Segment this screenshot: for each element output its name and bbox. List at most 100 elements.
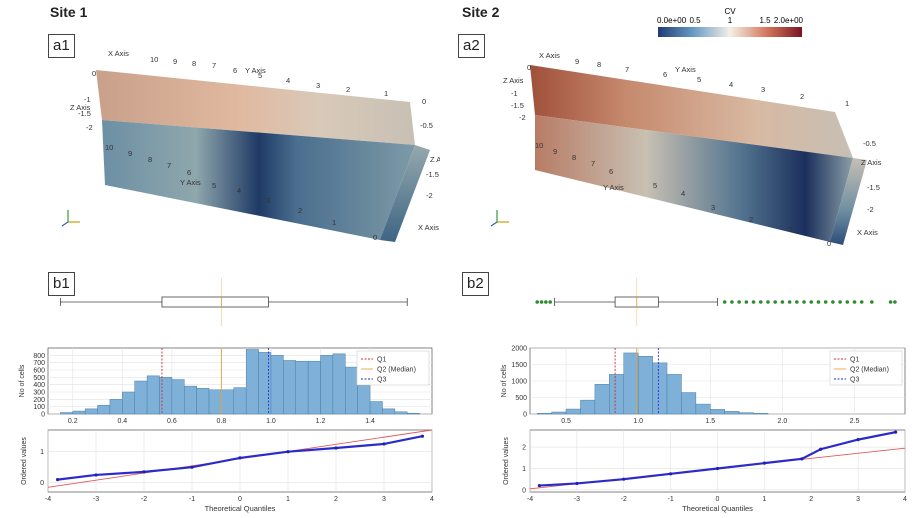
y-axis-label-bottom: Y Axis <box>180 178 201 187</box>
outlier-point <box>893 300 897 304</box>
orientation-axes-icon <box>61 210 80 227</box>
legend-label-q3: Q3 <box>850 377 859 384</box>
x-tick-label: 0 <box>238 496 242 503</box>
histogram-bar <box>258 352 272 415</box>
x-tick-label: 0.4 <box>117 418 127 425</box>
ordered-value-point <box>800 457 804 461</box>
y-tick-label: 0 <box>523 412 527 419</box>
tick: 3 <box>316 81 320 90</box>
z-axis-label-right: Z Axis <box>430 155 440 164</box>
outlier-point <box>823 300 828 304</box>
histogram-bar <box>738 412 754 415</box>
tick: 7 <box>591 159 595 168</box>
panel-label-b2: b2 <box>462 272 489 296</box>
x-tick-label: 2.0 <box>778 418 788 425</box>
x-axis-label: Theoretical Quantiles <box>205 504 276 513</box>
histogram-bar <box>666 374 682 415</box>
x-tick-label: 0.5 <box>561 418 571 425</box>
histogram-bar <box>184 385 197 415</box>
y-axis-label-bottom: Y Axis <box>603 183 624 192</box>
x-tick-label: -3 <box>574 496 580 503</box>
y-tick-label: 2 <box>522 445 526 452</box>
legend-label-q3: Q3 <box>377 377 386 384</box>
tick: -2 <box>867 205 874 214</box>
tick: 5 <box>258 71 262 80</box>
histogram-bar <box>270 355 284 415</box>
tick: 7 <box>625 65 629 74</box>
tick: 9 <box>128 149 132 158</box>
outlier-point <box>888 300 893 304</box>
volume-front-face <box>535 115 853 242</box>
outlier-point <box>795 300 799 304</box>
z-axis-label-right: Z Axis <box>861 158 882 167</box>
tick: 1 <box>384 89 388 98</box>
histogram-bar <box>551 411 567 415</box>
tick: 8 <box>148 155 152 164</box>
histogram-bar <box>60 412 74 415</box>
panel-label-b1: b1 <box>48 272 75 296</box>
x-tick-label: 1.0 <box>633 418 643 425</box>
x-tick-label: 3 <box>856 496 860 503</box>
x-axis-label-right: X Axis <box>857 228 878 237</box>
tick: 9 <box>173 57 177 66</box>
histogram-bar <box>332 353 346 415</box>
tick: 8 <box>572 153 576 162</box>
x-tick-label: -2 <box>621 496 627 503</box>
x-tick-label: -3 <box>93 496 99 503</box>
y-tick-label: 0 <box>522 487 526 494</box>
outlier-point <box>816 300 821 304</box>
histogram-site2: 0 500 1000 1500 2000 0.5 1.0 1.5 2.0 2.5 Q1 Q2 (Med… <box>501 346 906 425</box>
tick: 0 <box>92 69 96 78</box>
volume-side-face <box>830 158 867 245</box>
y-tick-label: 100 <box>33 404 45 411</box>
y-tick-label: 500 <box>33 375 45 382</box>
histogram-bar <box>245 349 259 415</box>
outlier-point <box>766 300 770 304</box>
outlier-point <box>773 300 777 304</box>
ordered-value-point <box>856 438 860 442</box>
histogram-bar <box>97 404 111 415</box>
outlier-point <box>535 300 540 304</box>
tick: -2 <box>86 123 93 132</box>
histogram-bar <box>695 403 711 415</box>
histogram-bar <box>233 387 247 415</box>
histogram-bar <box>710 409 725 415</box>
x-tick-label: 0.2 <box>68 418 78 425</box>
boxplot-site2 <box>535 278 897 326</box>
tick: 0 <box>422 97 426 106</box>
colorbar-title: CV <box>724 7 736 16</box>
x-tick-label: -4 <box>527 496 533 503</box>
ordered-value-point <box>715 466 720 471</box>
x-tick-label: 3 <box>382 496 386 503</box>
tick: 2 <box>749 215 753 224</box>
volume-site1: X Axis Y Axis Z Axis Z Axis Y Axis X Axi… <box>61 50 440 242</box>
y-tick-label: 0 <box>40 480 44 487</box>
x-axis-label: Theoretical Quantiles <box>682 504 753 513</box>
y-axis-label: Ordered values <box>21 437 28 485</box>
x-tick-label: -4 <box>45 496 51 503</box>
histogram-bar <box>753 413 769 415</box>
tick: 2 <box>800 92 804 101</box>
histogram-bar <box>394 411 408 415</box>
x-tick-label: 1 <box>286 496 290 503</box>
z-axis-label-left: Z Axis <box>503 76 524 85</box>
histogram-bar <box>724 411 740 415</box>
ordered-value-point <box>238 456 242 460</box>
histogram-bar <box>72 410 86 415</box>
cv-colorbar: CV 0.0e+00 0.5 1 1.5 2.0e+00 <box>655 6 805 48</box>
colorbar-tick-4: 2.0e+00 <box>774 16 804 25</box>
tick: 1 <box>845 99 849 108</box>
x-axis-label: X Axis <box>108 50 129 58</box>
tick: -1.5 <box>426 170 439 179</box>
tick: 5 <box>653 181 657 190</box>
histogram-bar <box>406 413 420 415</box>
ordered-value-point <box>669 472 673 476</box>
outlier-point <box>859 300 864 304</box>
histogram-bar <box>623 352 639 415</box>
outlier-point <box>780 300 785 304</box>
legend-label-q1: Q1 <box>377 357 386 364</box>
site1-title: Site 1 <box>50 4 88 20</box>
histogram-bar <box>196 388 210 415</box>
y-tick-label: 500 <box>515 395 527 402</box>
tick: 1 <box>789 225 793 234</box>
